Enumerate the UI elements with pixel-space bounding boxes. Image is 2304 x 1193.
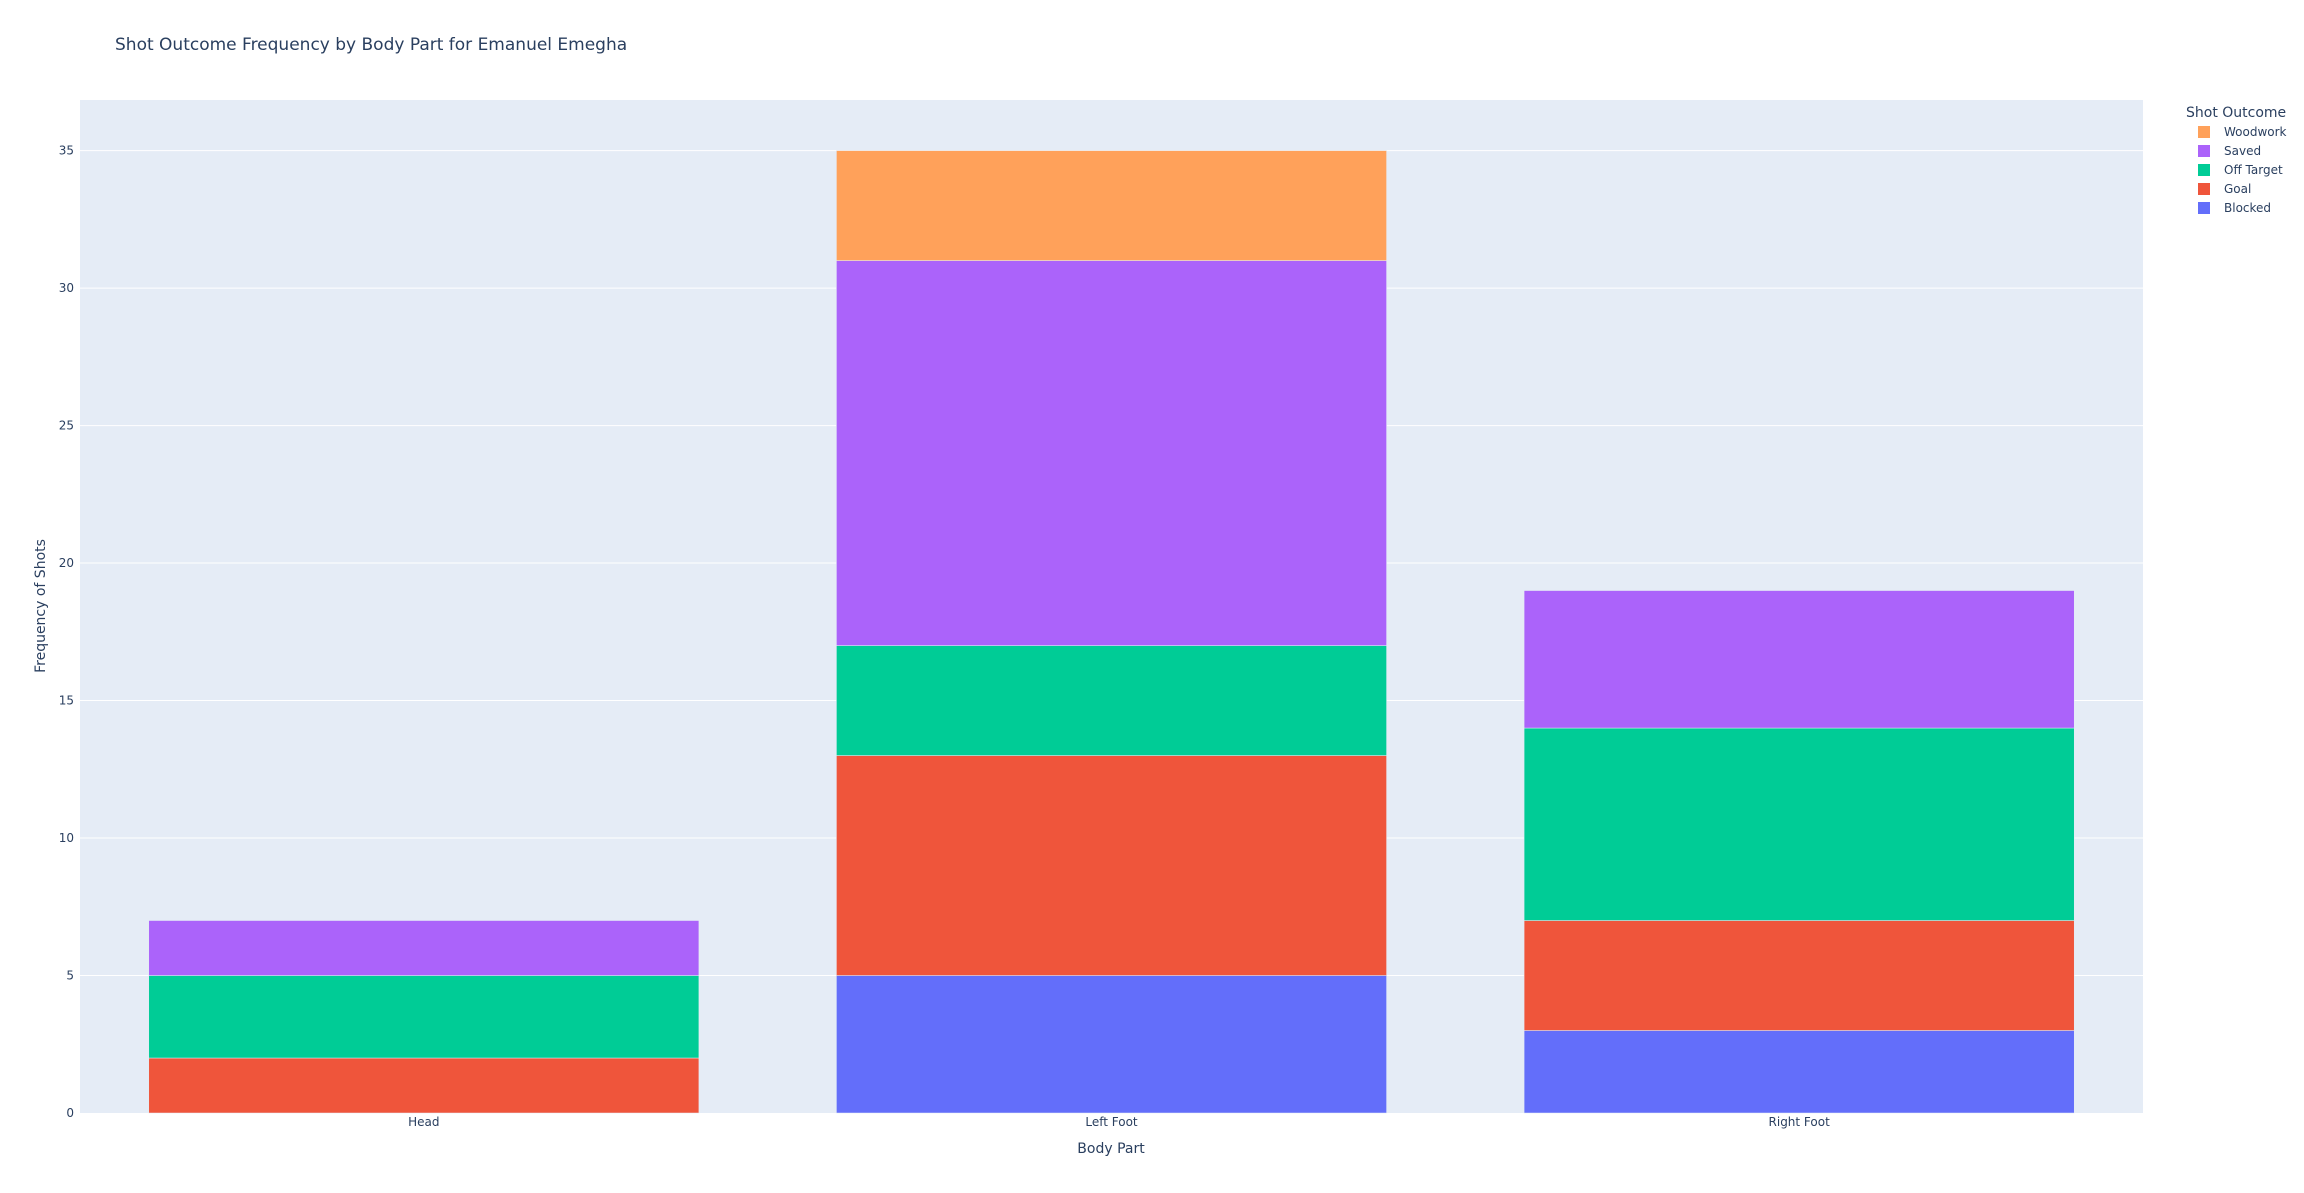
legend-item-woodwork[interactable]: Woodwork [2198, 125, 2287, 139]
bar-left-foot-woodwork[interactable] [836, 150, 1387, 261]
legend-item-off-target[interactable]: Off Target [2198, 163, 2283, 177]
y-tick-label-10: 10 [59, 831, 74, 845]
legend-swatch-blocked [2198, 202, 2210, 214]
bar-head-saved[interactable] [148, 920, 700, 976]
legend-item-goal[interactable]: Goal [2198, 182, 2251, 196]
y-tick-label-30: 30 [59, 281, 74, 295]
chart-title: Shot Outcome Frequency by Body Part for … [115, 35, 627, 55]
y-tick-label-5: 5 [66, 969, 74, 983]
x-axis-ticks: Head Left Foot Right Foot [408, 1115, 1830, 1129]
bar-right-foot-saved[interactable] [1523, 590, 2075, 729]
legend-item-blocked[interactable]: Blocked [2198, 201, 2271, 215]
y-tick-label-15: 15 [59, 694, 74, 708]
y-axis-title: Frequency of Shots [33, 539, 49, 673]
legend-label-blocked: Blocked [2224, 201, 2271, 215]
legend-swatch-goal [2198, 183, 2210, 195]
x-axis-title: Body Part [1077, 1141, 1145, 1157]
legend-label-saved: Saved [2224, 144, 2261, 158]
legend-swatch-woodwork [2198, 126, 2210, 138]
legend: Shot Outcome Woodwork Saved Off Target Goal… [2186, 105, 2287, 215]
bar-left-foot-saved[interactable] [836, 260, 1387, 646]
legend-swatch-off-target [2198, 164, 2210, 176]
legend-item-saved[interactable]: Saved [2198, 144, 2261, 158]
legend-swatch-saved [2198, 145, 2210, 157]
bar-right-foot-off-target[interactable] [1523, 727, 2075, 921]
bar-left-foot-off-target[interactable] [836, 645, 1387, 756]
legend-label-off-target: Off Target [2224, 163, 2283, 177]
x-tick-label-right-foot: Right Foot [1769, 1115, 1831, 1129]
bar-left-foot-blocked[interactable] [836, 975, 1387, 1114]
bar-right-foot-blocked[interactable] [1523, 1030, 2075, 1114]
legend-label-goal: Goal [2224, 182, 2251, 196]
bar-head-goal[interactable] [148, 1057, 700, 1114]
bars [148, 150, 2075, 1114]
y-tick-label-20: 20 [59, 556, 74, 570]
y-tick-label-25: 25 [59, 419, 74, 433]
y-axis-ticks: 0 5 10 15 20 25 30 35 [59, 144, 74, 1120]
x-tick-label-head: Head [408, 1115, 439, 1129]
legend-label-woodwork: Woodwork [2224, 125, 2287, 139]
bar-right-foot-goal[interactable] [1523, 920, 2075, 1031]
bar-head-off-target[interactable] [148, 975, 700, 1059]
legend-title: Shot Outcome [2186, 105, 2286, 121]
y-tick-label-35: 35 [59, 144, 74, 158]
x-tick-label-left-foot: Left Foot [1085, 1115, 1138, 1129]
bar-left-foot-goal[interactable] [836, 755, 1387, 976]
y-tick-label-0: 0 [66, 1106, 74, 1120]
